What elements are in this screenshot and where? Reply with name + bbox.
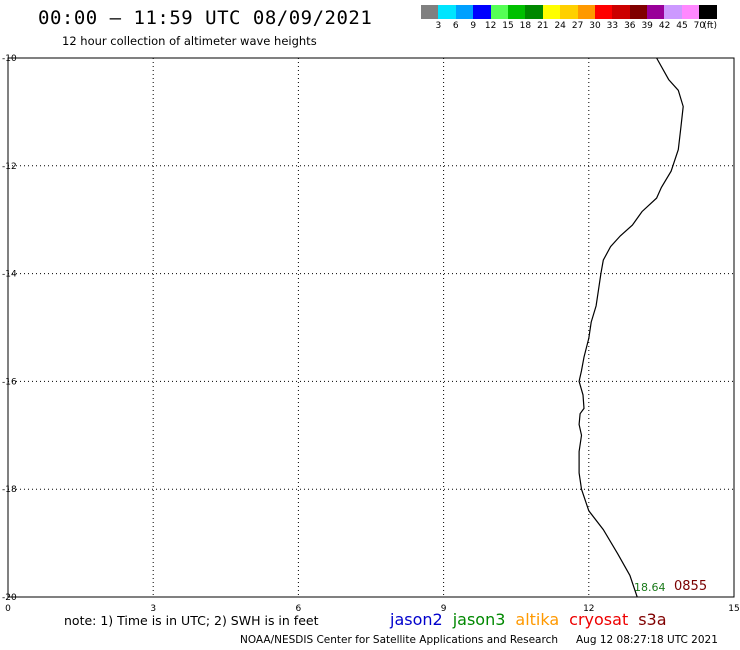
legend-label: 18 [519,21,532,31]
lon-tick-label: 6 [296,604,302,614]
legend-swatch [664,5,682,19]
lat-tick-label: -16 [2,377,17,387]
map-frame [7,57,735,598]
legend-swatch [560,5,578,19]
legend-label: 27 [571,21,584,31]
legend-swatch [699,5,717,19]
legend-label: 15 [502,21,514,31]
legend-swatch [455,5,474,19]
footer-credit: NOAA/NESDIS Center for Satellite Applica… [240,634,736,646]
credit-timestamp: Aug 12 08:27:18 UTC 2021 [576,634,718,646]
legend-swatch [542,5,561,19]
legend-swatch [681,5,700,19]
legend-unit: (ft) [703,21,717,31]
lon-tick-label: 12 [583,604,594,614]
wave-height-legend: (ft) 3 6 9 12 15 18 21 24 27 30 33 36 39 42 45 70 [421,5,731,33]
legend-label: 21 [537,21,549,31]
lat-tick-label: -20 [2,593,17,603]
pass-time-label: 0855 [674,579,708,594]
lon-tick-label: 9 [441,604,447,614]
lat-tick-label: -14 [2,270,17,280]
lat-tick-label: -12 [2,162,17,172]
map-subtitle: 12 hour collection of altimeter wave hei… [62,34,317,48]
legend-label: 39 [641,21,653,31]
legend-label: 70 [693,21,706,31]
legend-label: 42 [658,21,671,31]
legend-label: 30 [589,21,601,31]
lon-tick-label: 0 [5,604,11,614]
lon-tick-label: 3 [150,604,156,614]
legend-label: 45 [676,21,688,31]
legend-labels: (ft) 3 6 9 12 15 18 21 24 27 30 33 36 39 42 45 70 [421,19,731,33]
legend-swatches [421,5,731,19]
lat-tick-label: -18 [2,485,17,495]
footer-note: note: 1) Time is in UTC; 2) SWH is in fe… [64,613,319,628]
legend-swatch [473,5,491,19]
legend-swatch [438,5,456,19]
lat-tick-label: -10 [2,54,17,64]
wave-height-value: 18.64 [634,581,666,594]
legend-label: 33 [606,21,619,31]
satellite-list: jason2 jason3 altika cryosat s3a [390,610,667,629]
legend-swatch [421,5,439,19]
legend-label: 24 [554,21,566,31]
legend-label: 9 [470,21,477,31]
legend-swatch [594,5,613,19]
legend-swatch [629,5,648,19]
satellite-s3a: s3a [638,610,667,629]
satellite-jason2: jason2 [390,610,443,629]
legend-swatch [490,5,508,19]
credit-text: NOAA/NESDIS Center for Satellite Applica… [240,634,558,646]
legend-label: 6 [452,21,459,31]
satellite-jason3: jason3 [452,610,506,629]
legend-swatch [612,5,630,19]
map-title: 00:00 – 11:59 UTC 08/09/2021 [38,7,373,29]
map-ticks: 0 3 6 9 12 15 -10 -12 -14 -16 -18 -20 [2,54,740,614]
map-grid [8,58,734,597]
legend-swatch [525,5,543,19]
legend-swatch [577,5,595,19]
legend-label: 36 [624,21,636,31]
legend-swatch [647,5,665,19]
lon-tick-label: 15 [728,604,739,614]
satellite-cryosat: cryosat [569,610,629,629]
legend-swatch [507,5,526,19]
legend-label: 3 [435,21,442,31]
satellite-altika: altika [515,610,560,629]
coastline [578,57,684,598]
legend-label: 12 [484,21,497,31]
